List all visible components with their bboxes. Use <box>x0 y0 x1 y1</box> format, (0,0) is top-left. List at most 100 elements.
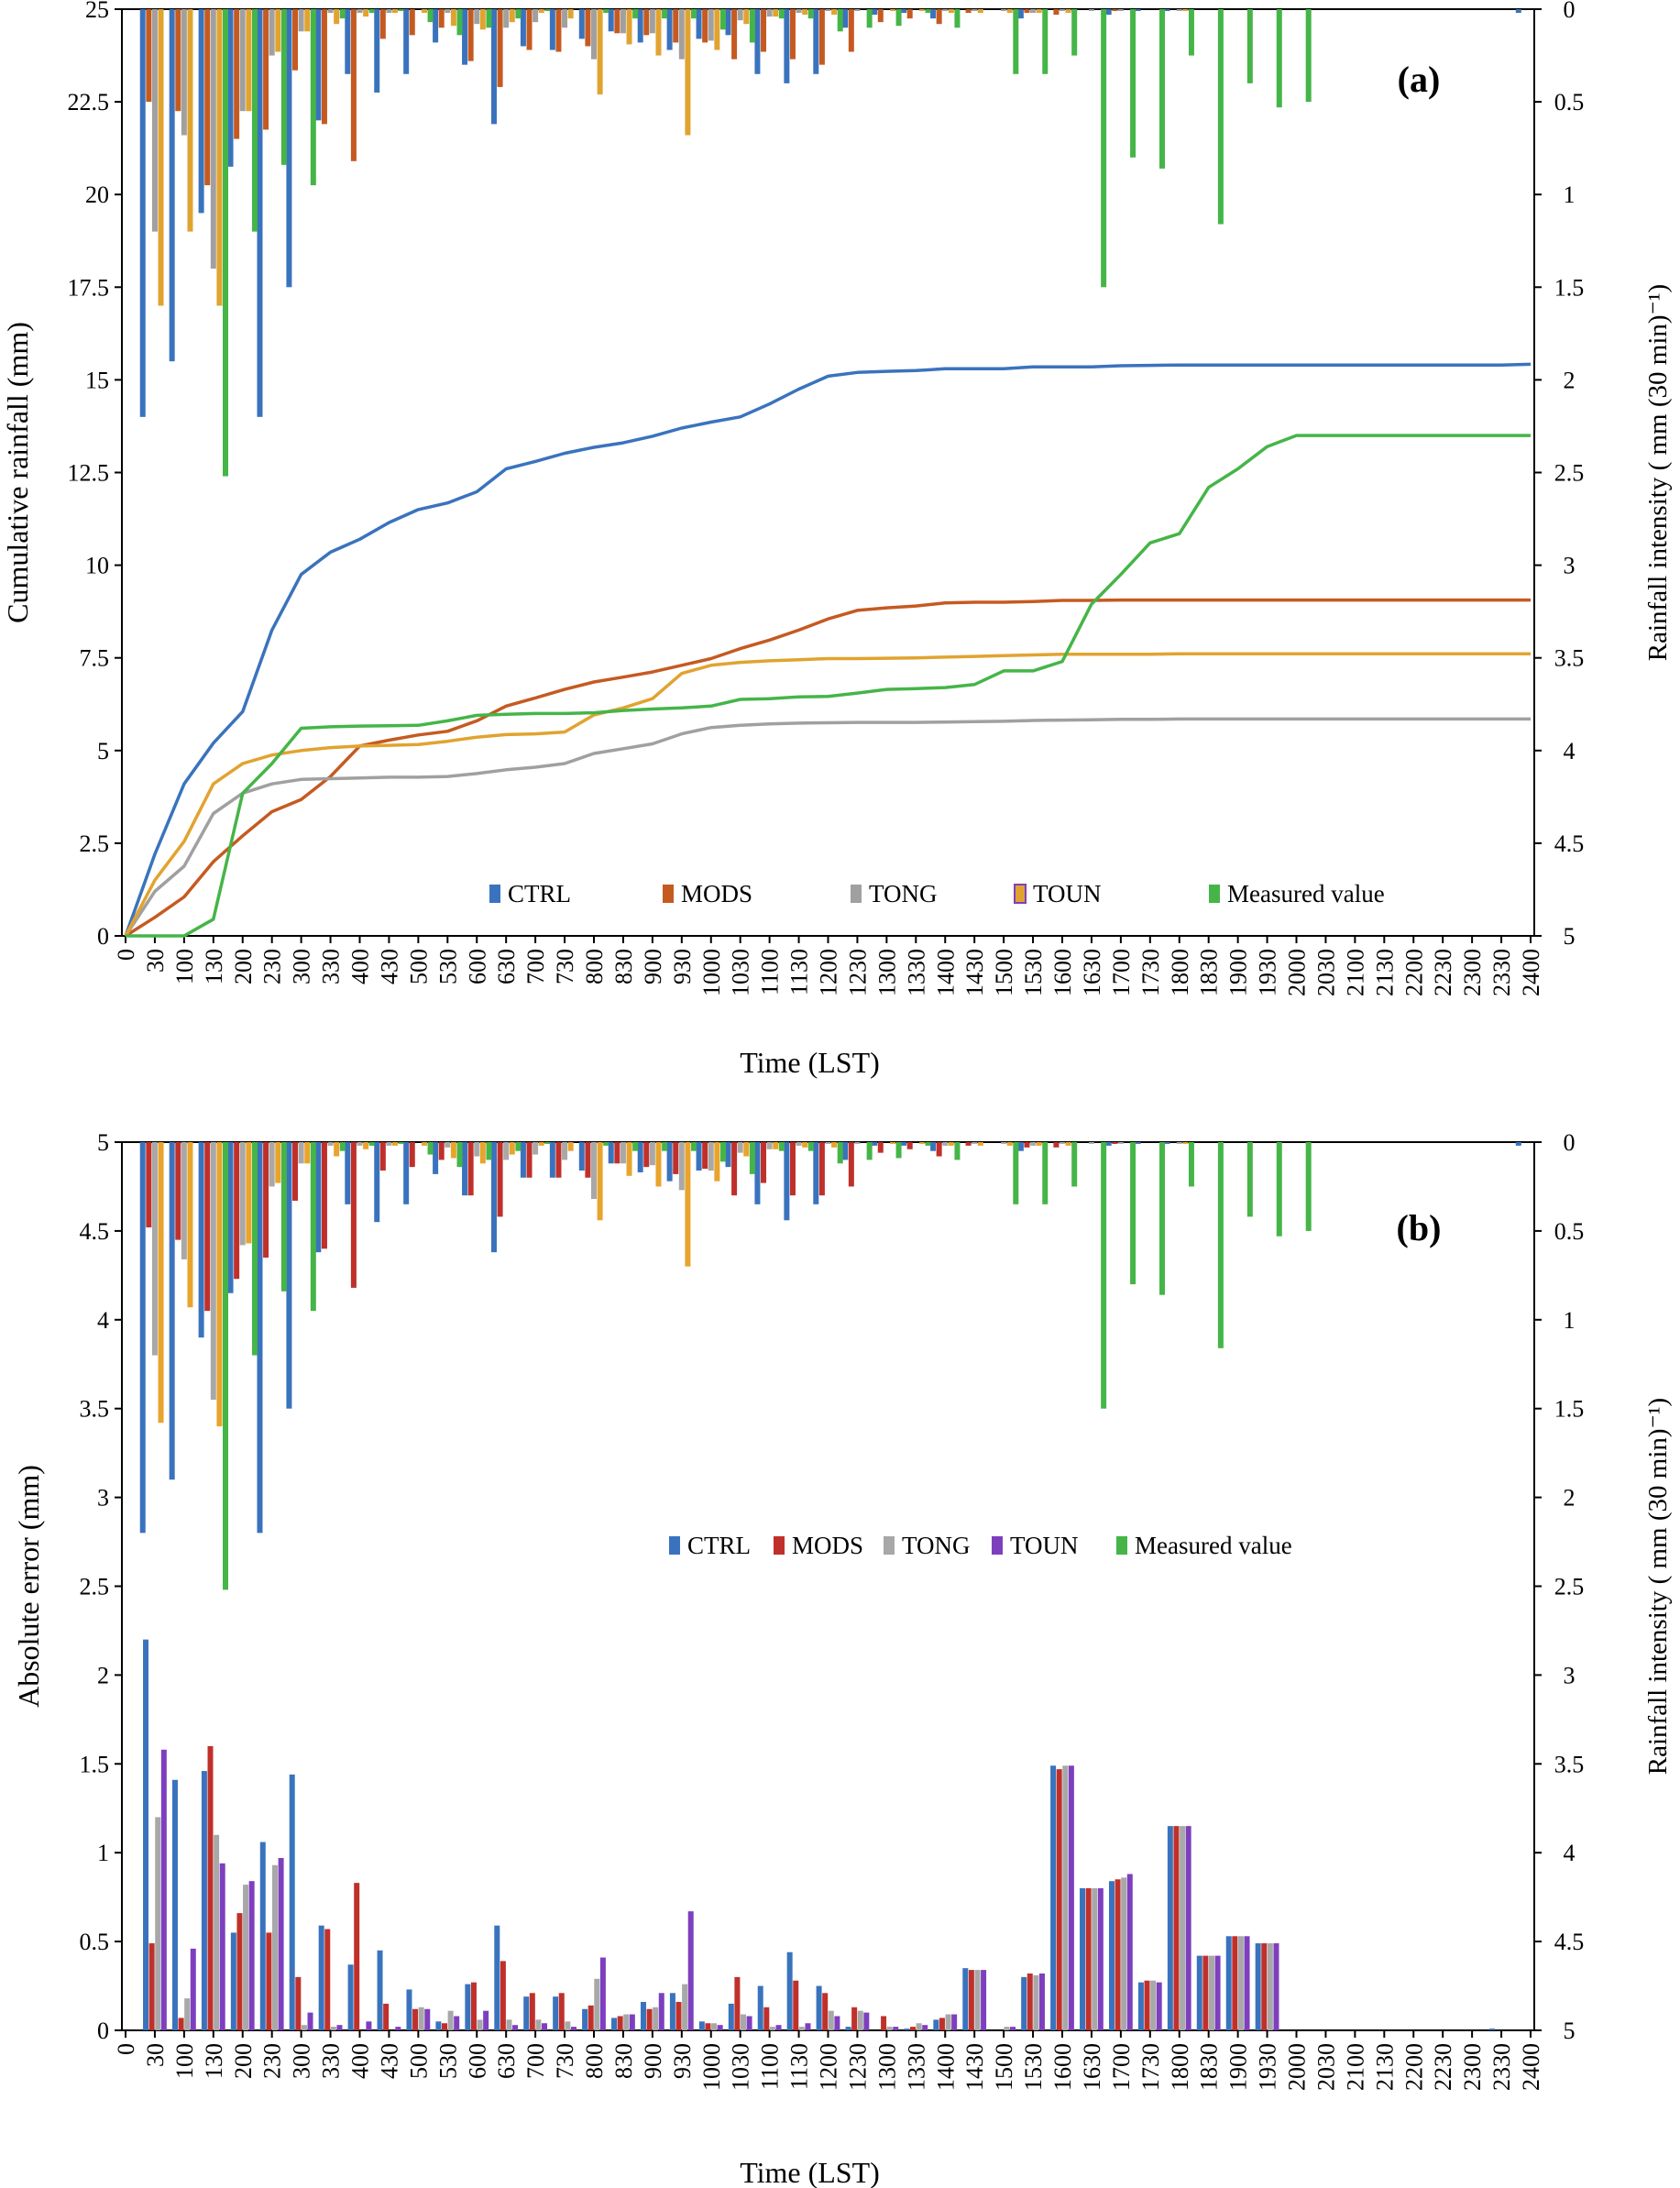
intensity-bar-toun <box>450 1142 456 1159</box>
x-tick-label: 2030 <box>1312 2043 1339 2091</box>
x-tick-label: 1130 <box>786 2043 813 2090</box>
intensity-bar-mods <box>1053 9 1060 16</box>
error-bar-mods <box>705 2023 711 2030</box>
intensity-bar-toun <box>187 9 193 232</box>
intensity-bar-measured-value <box>662 9 668 19</box>
intensity-bar-tong <box>181 1142 187 1259</box>
error-bar-toun <box>599 1957 606 2030</box>
intensity-bar-ctrl <box>1515 1142 1521 1146</box>
error-bar-tong <box>974 1970 981 2030</box>
intensity-bar-ctrl <box>1515 9 1521 14</box>
error-bar-mods <box>383 2003 390 2030</box>
intensity-bar-mods <box>1112 9 1118 12</box>
error-bar-ctrl <box>1167 1826 1173 2030</box>
intensity-bar-toun <box>948 1142 954 1146</box>
intensity-bar-tong <box>766 9 773 17</box>
intensity-bar-tong <box>474 9 480 25</box>
intensity-bar-toun <box>655 1142 662 1187</box>
intensity-bar-tong <box>825 1142 831 1144</box>
intensity-bar-tong <box>562 1142 568 1160</box>
intensity-bar-ctrl <box>257 1142 263 1534</box>
error-bar-ctrl <box>1080 1887 1086 2030</box>
error-bar-ctrl <box>904 2029 910 2030</box>
intensity-bar-ctrl <box>725 9 731 36</box>
intensity-bar-mods <box>379 1142 386 1171</box>
intensity-bar-tong <box>1117 1142 1124 1144</box>
intensity-bar-tong <box>1176 9 1182 12</box>
x-tick-label: 1730 <box>1137 949 1164 996</box>
error-bar-tong <box>155 1817 161 2030</box>
intensity-bar-measured-value <box>398 1142 404 1144</box>
intensity-bar-tong <box>1060 1142 1065 1144</box>
intensity-bar-mods <box>292 9 299 71</box>
intensity-bar-mods <box>1024 1142 1030 1148</box>
x-tick-label: 1900 <box>1225 949 1252 996</box>
error-bar-toun <box>219 1863 225 2030</box>
intensity-bar-measured-value <box>339 1142 346 1151</box>
intensity-bar-toun <box>1182 9 1189 12</box>
error-bar-ctrl <box>553 1996 559 2030</box>
error-bar-tong <box>184 1998 191 2030</box>
intensity-bar-measured-value <box>1217 1142 1224 1348</box>
left-y-axis-title: Absolute error (mm) <box>12 1465 45 1708</box>
intensity-bar-toun <box>597 9 603 95</box>
intensity-bar-measured-value <box>1013 9 1019 74</box>
intensity-bar-mods <box>497 9 503 87</box>
x-tick-label: 2130 <box>1371 949 1398 996</box>
error-bar-tong <box>1004 2027 1010 2030</box>
error-bar-mods <box>1173 1826 1180 2030</box>
x-tick-label: 630 <box>493 2043 520 2079</box>
error-bar-ctrl <box>962 1968 969 2030</box>
intensity-bar-toun <box>831 9 838 16</box>
x-tick-label: 1100 <box>757 949 784 995</box>
intensity-bar-tong <box>972 9 978 12</box>
x-tick-label: 2100 <box>1342 949 1368 996</box>
intensity-bar-toun <box>802 1142 808 1148</box>
left-y-tick-label: 2 <box>97 1662 109 1688</box>
intensity-bar-toun <box>246 9 252 112</box>
intensity-bar-tong <box>620 1142 626 1164</box>
error-bar-ctrl <box>435 2021 442 2030</box>
intensity-bar-toun <box>275 9 281 52</box>
legend-swatch-measured-value <box>1209 885 1220 903</box>
error-bar-mods <box>851 2007 858 2030</box>
legend-swatch-tong <box>851 885 862 903</box>
intensity-bar-ctrl <box>169 1142 175 1480</box>
error-bar-mods <box>207 1745 214 2030</box>
right-y-tick-label: 5 <box>1564 2018 1576 2044</box>
intensity-bar-measured-value <box>251 1142 258 1356</box>
intensity-bar-measured-value <box>310 9 316 186</box>
error-bar-toun <box>1244 1936 1250 2030</box>
intensity-bar-tong <box>298 1142 304 1164</box>
left-y-tick-label: 17.5 <box>68 274 110 301</box>
x-tick-label: 1700 <box>1108 949 1135 996</box>
x-tick-label: 1130 <box>786 949 813 995</box>
intensity-bar-ctrl <box>520 9 526 47</box>
error-bar-toun <box>951 2014 958 2030</box>
intensity-bar-measured-value <box>1159 9 1166 169</box>
x-tick-label: 730 <box>552 2043 578 2079</box>
intensity-bar-measured-value <box>515 9 522 19</box>
error-bar-tong <box>447 2010 454 2030</box>
intensity-bar-measured-value <box>339 9 346 19</box>
intensity-bar-tong <box>678 9 685 60</box>
error-bar-toun <box>1068 1765 1074 2030</box>
intensity-bar-mods <box>321 1142 327 1249</box>
intensity-bar-mods <box>467 1142 474 1196</box>
error-bar-ctrl <box>582 2008 588 2030</box>
intensity-bar-mods <box>789 9 796 60</box>
intensity-bar-ctrl <box>1135 1142 1141 1144</box>
intensity-bar-toun <box>216 1142 223 1427</box>
intensity-bar-measured-value <box>544 9 551 12</box>
intensity-bar-tong <box>708 1142 714 1171</box>
x-tick-label: 30 <box>142 949 169 973</box>
line-toun <box>124 652 1531 937</box>
intensity-bar-toun <box>802 9 808 16</box>
error-bar-mods <box>1056 1769 1062 2030</box>
x-tick-label: 1930 <box>1255 2043 1281 2091</box>
intensity-bar-mods <box>497 1142 503 1217</box>
error-bar-ctrl <box>465 1984 471 2030</box>
intensity-bar-measured-value <box>807 9 814 19</box>
intensity-bar-toun <box>1065 9 1071 14</box>
x-tick-label: 2100 <box>1342 2043 1368 2091</box>
